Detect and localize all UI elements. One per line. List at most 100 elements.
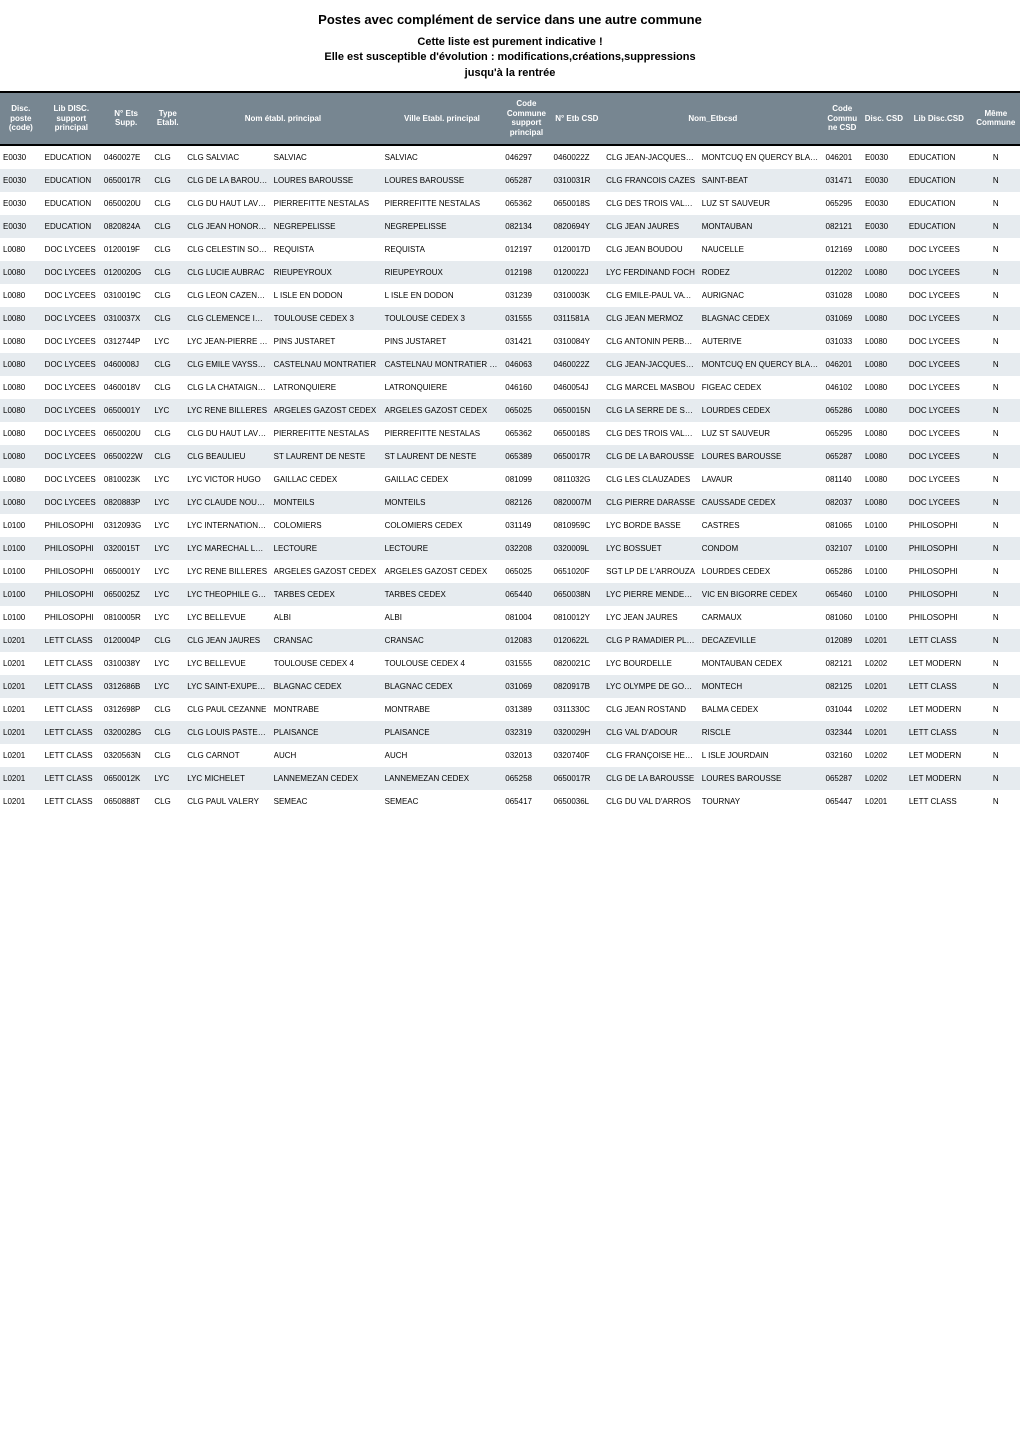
cell: DOC LYCEES — [42, 422, 101, 445]
cell: LETT CLASS — [906, 790, 972, 813]
cell: N — [972, 445, 1020, 468]
cell: ST LAURENT DE NESTE — [382, 445, 503, 468]
col-header: Nom_Etbcsd — [603, 92, 822, 144]
cell: LETT CLASS — [42, 698, 101, 721]
cell: N — [972, 537, 1020, 560]
cell: 031421 — [502, 330, 550, 353]
cell: E0030 — [0, 169, 42, 192]
cell: LOURES BAROUSSE — [382, 169, 503, 192]
cell: CLG JEAN-JACQUES FAURIEMONTCUQ EN QUERCY… — [603, 353, 822, 376]
cell: N — [972, 215, 1020, 238]
cell: 065417 — [502, 790, 550, 813]
cell: 0120019F — [101, 238, 151, 261]
cell: CLG SALVIACSALVIAC — [184, 145, 381, 169]
cell: LYC — [151, 330, 184, 353]
cell: 0650012K — [101, 767, 151, 790]
cell: 012169 — [823, 238, 862, 261]
cell: CLG JEAN MERMOZBLAGNAC CEDEX — [603, 307, 822, 330]
cell: 082125 — [823, 675, 862, 698]
cell: 031555 — [502, 652, 550, 675]
cell: 0820824A — [101, 215, 151, 238]
cell: PIERREFITTE NESTALAS — [382, 192, 503, 215]
table-row: E0030EDUCATION0650017RCLGCLG DE LA BAROU… — [0, 169, 1020, 192]
cell: N — [972, 675, 1020, 698]
cell: EDUCATION — [42, 145, 101, 169]
cell: LYC MICHELETLANNEMEZAN CEDEX — [184, 767, 381, 790]
table-row: E0030EDUCATION0460027ECLGCLG SALVIACSALV… — [0, 145, 1020, 169]
cell: LET MODERN — [906, 744, 972, 767]
col-header: Ville Etabl. principal — [382, 92, 503, 144]
cell: DOC LYCEES — [42, 399, 101, 422]
cell: 0810012Y — [551, 606, 604, 629]
cell: 0650015N — [551, 399, 604, 422]
cell: N — [972, 399, 1020, 422]
cell: 031149 — [502, 514, 550, 537]
cell: N — [972, 629, 1020, 652]
cell: 0820883P — [101, 491, 151, 514]
cell: CLG DU HAUT LAVEDANPIERREFITTE NESTALAS — [184, 192, 381, 215]
table-row: E0030EDUCATION0650020UCLGCLG DU HAUT LAV… — [0, 192, 1020, 215]
cell: 065295 — [823, 422, 862, 445]
cell: L0201 — [862, 629, 906, 652]
cell: 0650036L — [551, 790, 604, 813]
cell: L0100 — [862, 514, 906, 537]
col-header: Code Commune support principal — [502, 92, 550, 144]
cell: L0100 — [0, 537, 42, 560]
cell: 031028 — [823, 284, 862, 307]
cell: COLOMIERS CEDEX — [382, 514, 503, 537]
cell: 082126 — [502, 491, 550, 514]
cell: L0201 — [0, 629, 42, 652]
cell: 0811032G — [551, 468, 604, 491]
cell: CLG LES CLAUZADESLAVAUR — [603, 468, 822, 491]
cell: 0650020U — [101, 192, 151, 215]
cell: LYC INTERNATIONAL VICTOR HUGO CEDEXCOLOM… — [184, 514, 381, 537]
col-header: Disc. poste (code) — [0, 92, 42, 144]
table-row: L0100PHILOSOPHI0320015TLYCLYC MARECHAL L… — [0, 537, 1020, 560]
cell: 081004 — [502, 606, 550, 629]
cell: L0202 — [862, 698, 906, 721]
cell: CLG CLEMENCE ISAURETOULOUSE CEDEX 3 — [184, 307, 381, 330]
cell: N — [972, 169, 1020, 192]
cell: CLG MARCEL MASBOUFIGEAC CEDEX — [603, 376, 822, 399]
cell: LETT CLASS — [42, 675, 101, 698]
cell: 0312093G — [101, 514, 151, 537]
table-row: L0080DOC LYCEES0120019FCLGCLG CELESTIN S… — [0, 238, 1020, 261]
cell: 0820021C — [551, 652, 604, 675]
cell: CLG BEAULIEUST LAURENT DE NESTE — [184, 445, 381, 468]
cell: L0100 — [862, 537, 906, 560]
cell: LETT CLASS — [906, 721, 972, 744]
cell: CLG — [151, 169, 184, 192]
subtitle-line: Cette liste est purement indicative ! — [0, 35, 1020, 50]
cell: TOULOUSE CEDEX 3 — [382, 307, 503, 330]
cell: 0320028G — [101, 721, 151, 744]
cell: LECTOURE — [382, 537, 503, 560]
cell: LET MODERN — [906, 698, 972, 721]
cell: DOC LYCEES — [42, 491, 101, 514]
cell: L0100 — [0, 514, 42, 537]
cell: PHILOSOPHI — [42, 583, 101, 606]
cell: SGT LP DE L'ARROUZALOURDES CEDEX — [603, 560, 822, 583]
cell: 012197 — [502, 238, 550, 261]
cell: 0810959C — [551, 514, 604, 537]
cell: 065258 — [502, 767, 550, 790]
cell: 0120004P — [101, 629, 151, 652]
cell: LYC BORDE BASSECASTRES — [603, 514, 822, 537]
table-row: L0100PHILOSOPHI0650025ZLYCLYC THEOPHILE … — [0, 583, 1020, 606]
cell: 0320563N — [101, 744, 151, 767]
cell: L0080 — [0, 261, 42, 284]
cell: LYC VICTOR HUGOGAILLAC CEDEX — [184, 468, 381, 491]
cell: 081060 — [823, 606, 862, 629]
cell: 0460054J — [551, 376, 604, 399]
cell: 046201 — [823, 145, 862, 169]
cell: 0460027E — [101, 145, 151, 169]
cell: 0310084Y — [551, 330, 604, 353]
cell: MONTEILS — [382, 491, 503, 514]
cell: 032160 — [823, 744, 862, 767]
cell: 0460022Z — [551, 353, 604, 376]
cell: LYC — [151, 652, 184, 675]
cell: LETT CLASS — [906, 629, 972, 652]
cell: 065362 — [502, 422, 550, 445]
cell: 065025 — [502, 399, 550, 422]
cell: CLG JEAN HONORE FRAGONARDNEGREPELISSE — [184, 215, 381, 238]
cell: L0080 — [862, 284, 906, 307]
